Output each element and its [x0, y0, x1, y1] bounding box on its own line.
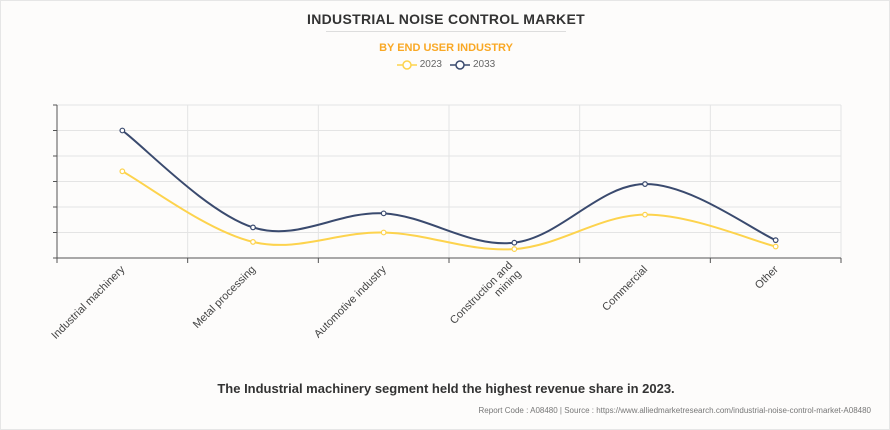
- data-point-2033: [119, 127, 126, 134]
- x-tick-label: Metal processing: [191, 264, 258, 331]
- x-tick-label: Construction andmining: [448, 259, 524, 335]
- data-point-2023: [511, 246, 518, 252]
- legend-label-2023: 2023: [419, 59, 442, 70]
- data-point-2023: [380, 229, 387, 236]
- data-point-2033: [772, 237, 779, 244]
- data-point-2033: [380, 210, 387, 217]
- legend-item-2033[interactable]: 2033: [450, 59, 495, 70]
- chart-note: The Industrial machinery segment held th…: [217, 381, 675, 396]
- line-chart: Industrial machinery Metal processing Auto…: [49, 104, 842, 342]
- legend-marker-2033-icon: [450, 59, 470, 70]
- data-point-2033: [250, 224, 256, 231]
- legend-marker-2023-icon: [396, 59, 417, 70]
- x-tick-label: Automotive industry: [312, 263, 389, 340]
- data-point-2023: [250, 239, 256, 245]
- data-point-2033: [511, 239, 518, 246]
- data-point-2023: [119, 168, 126, 175]
- legend-label-2033: 2033: [473, 59, 496, 70]
- series-line-2033: [121, 129, 777, 245]
- data-point-2023: [642, 211, 648, 218]
- chart-subtitle: BY END USER INDUSTRY: [379, 42, 513, 54]
- series-line-2023: [121, 170, 776, 251]
- title-divider: [326, 31, 566, 32]
- legend: 2023 2033: [1, 59, 890, 70]
- x-tick-label: Industrial machinery: [49, 263, 127, 341]
- x-tick-label: Commercial: [600, 264, 650, 314]
- data-point-2033: [642, 181, 648, 187]
- source-text: Report Code : A08480 | Source : https://…: [478, 406, 871, 415]
- x-tick-label: Other: [753, 263, 781, 291]
- data-point-2023: [772, 243, 779, 250]
- chart-title: INDUSTRIAL NOISE CONTROL MARKET: [307, 11, 585, 27]
- legend-item-2023[interactable]: 2023: [396, 59, 442, 70]
